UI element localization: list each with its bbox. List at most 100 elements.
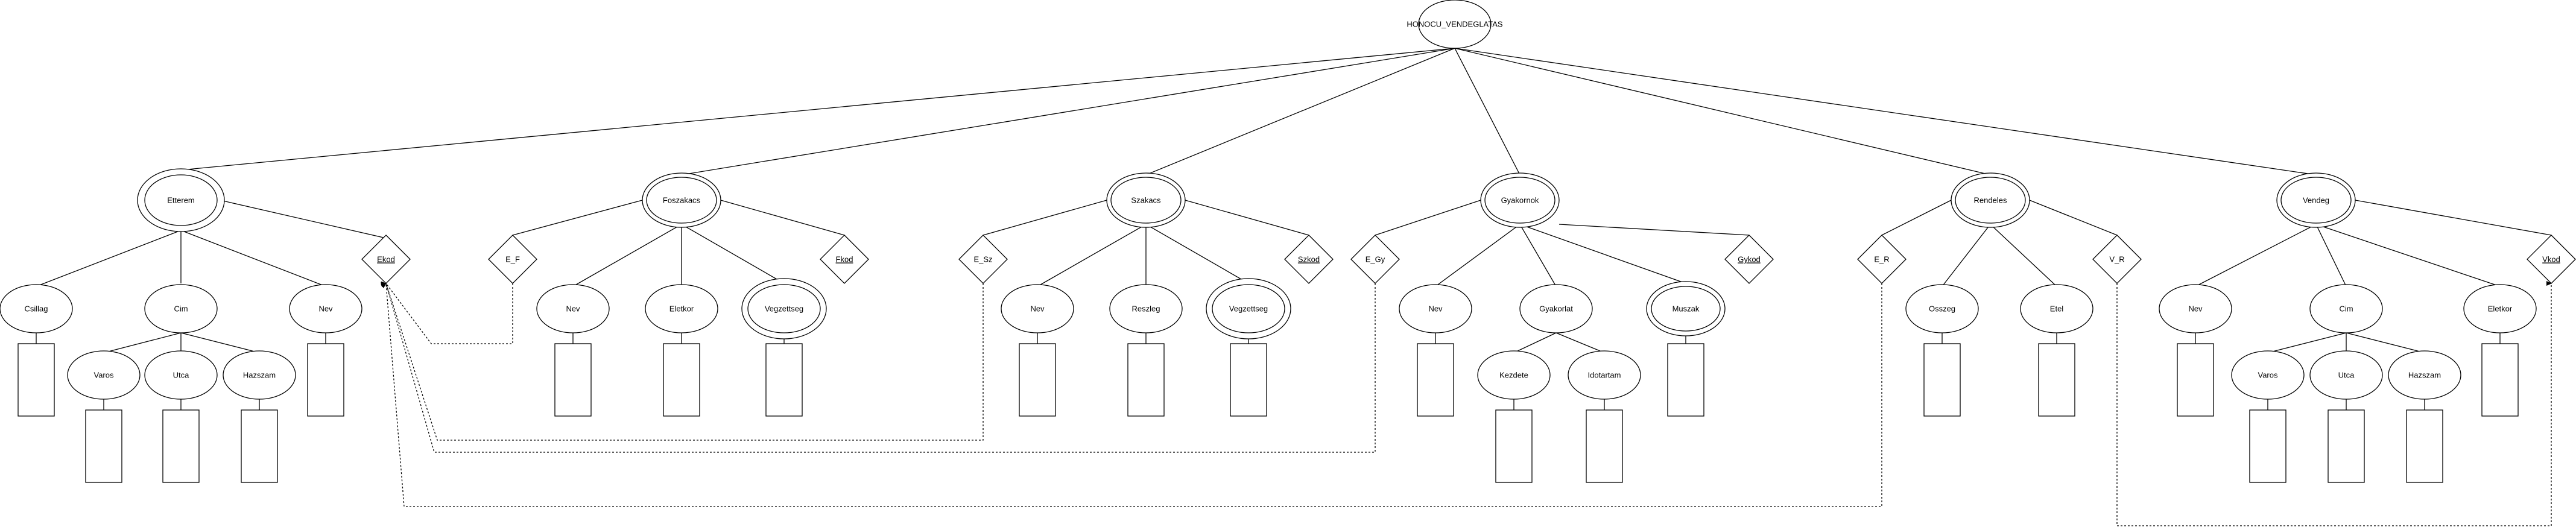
attr-varos <box>67 350 141 400</box>
attr-vegzettseg <box>741 278 827 339</box>
entity-label-foszakacs: Foszakacs <box>663 195 701 204</box>
attr-label-eletkor: Eletkor <box>669 304 694 313</box>
key-label-gykod: Gykod <box>1738 254 1761 263</box>
value-box <box>1923 343 1961 417</box>
edge-root-szakacs <box>1145 48 1455 175</box>
root-entity <box>1418 0 1492 49</box>
attr-cim <box>2309 284 2383 333</box>
ref-arrow-e-gy <box>381 282 1376 453</box>
ref-label-e-sz: E_Sz <box>973 254 992 263</box>
key-label-vkod: Vkod <box>2542 254 2560 263</box>
attr-osszeg <box>1905 284 1979 333</box>
attr-label-reszleg: Reszleg <box>1132 304 1160 313</box>
attr-label-varos: Varos <box>2258 370 2278 379</box>
attr-label-utca: Utca <box>2338 370 2355 379</box>
attr-label-nev: Nev <box>1428 304 1443 313</box>
entity-label-rendeles: Rendeles <box>1974 195 2007 204</box>
attr-csillag <box>0 284 73 333</box>
attr-muszak <box>1646 281 1726 336</box>
entity-foszakacs <box>642 172 721 228</box>
entity-rendeles <box>1951 172 2030 228</box>
attr-nev <box>289 284 362 333</box>
ref-e-f <box>488 235 537 284</box>
ref-arrow-v-r <box>2116 281 2552 526</box>
entity-label-etterem: Etterem <box>167 195 195 204</box>
key-label-szkod: Szkod <box>1298 254 1320 263</box>
entity-label-gyakornok: Gyakornok <box>1501 195 1539 204</box>
attr-utca <box>2309 350 2383 400</box>
attr-hazszam <box>2388 350 2461 400</box>
entity-vendeg <box>2276 172 2356 228</box>
attr-label-hazszam: Hazszam <box>243 370 276 379</box>
key-label-ekod: Ekod <box>377 254 395 263</box>
value-box <box>2328 409 2365 483</box>
ref-label-v-r: V_R <box>2109 254 2124 263</box>
root-label: HONOCU_VENDEGLATAS <box>1407 19 1502 28</box>
attr-reszleg <box>1109 284 1183 333</box>
value-box <box>2038 343 2075 417</box>
attr-label-utca: Utca <box>173 370 190 379</box>
attr-nev <box>1399 284 1472 333</box>
attr-label-osszeg: Osszeg <box>1929 304 1955 313</box>
attr-label-nev: Nev <box>1030 304 1045 313</box>
value-box <box>2406 409 2443 483</box>
value-box <box>1667 343 1704 417</box>
attr-label-etel: Etel <box>2050 304 2064 313</box>
edge-root-rendeles <box>1454 48 1991 175</box>
ref-e-sz <box>958 235 1008 284</box>
value-box <box>85 409 122 483</box>
entity-szakacs <box>1106 172 1186 228</box>
entity-label-vendeg: Vendeg <box>2303 195 2329 204</box>
attr-label-vegzettseg: Vegzettseg <box>1229 304 1268 313</box>
attr-label-kezdete: Kezdete <box>1499 370 1528 379</box>
attr-label-muszak: Muszak <box>1673 304 1700 313</box>
key-szkod <box>1284 235 1334 284</box>
attr-varos <box>2231 350 2305 400</box>
attr-etel <box>2020 284 2093 333</box>
ref-arrow-e-f <box>381 283 513 344</box>
key-fkod <box>820 235 869 284</box>
attr-label-varos: Varos <box>94 370 114 379</box>
value-box <box>663 343 700 417</box>
ref-e-gy <box>1350 235 1400 284</box>
attr-label-cim: Cim <box>174 304 188 313</box>
edge-root-gyakornok <box>1454 48 1521 175</box>
value-box <box>1417 343 1454 417</box>
entity-gyakornok <box>1480 172 1560 228</box>
value-box <box>1495 409 1533 483</box>
attr-kezdete <box>1477 350 1551 400</box>
value-box <box>1230 343 1267 417</box>
value-box <box>1586 409 1623 483</box>
attr-label-nev: Nev <box>2188 304 2203 313</box>
value-box <box>2481 343 2519 417</box>
attr-label-hazszam: Hazszam <box>2408 370 2441 379</box>
value-box <box>554 343 592 417</box>
attr-eletkor <box>2463 284 2537 333</box>
attr-label-nev: Nev <box>566 304 580 313</box>
attr-vegzettseg <box>1206 278 1291 339</box>
ref-label-e-r: E_R <box>1874 254 1889 263</box>
attr-nev <box>2159 284 2232 333</box>
entity-etterem <box>137 168 225 232</box>
value-box <box>1127 343 1165 417</box>
edge-root-foszakacs <box>681 48 1455 175</box>
ref-e-r <box>1857 235 1907 284</box>
attr-label-idotartam: Idotartam <box>1588 370 1621 379</box>
attr-nev <box>1001 284 1074 333</box>
attr-label-eletkor: Eletkor <box>2488 304 2513 313</box>
attr-label-cim: Cim <box>2339 304 2353 313</box>
ref-label-e-f: E_F <box>505 254 520 263</box>
attr-label-nev: Nev <box>318 304 333 313</box>
entity-label-szakacs: Szakacs <box>1131 195 1161 204</box>
attr-label-vegzettseg: Vegzettseg <box>765 304 803 313</box>
key-ekod <box>361 235 411 284</box>
ref-v-r <box>2092 235 2142 284</box>
key-vkod <box>2527 235 2576 284</box>
value-box <box>765 343 803 417</box>
key-label-fkod: Fkod <box>836 254 853 263</box>
attr-idotartam <box>1568 350 1641 400</box>
attr-eletkor <box>645 284 718 333</box>
attr-label-csillag: Csillag <box>24 304 48 313</box>
value-box <box>1019 343 1056 417</box>
